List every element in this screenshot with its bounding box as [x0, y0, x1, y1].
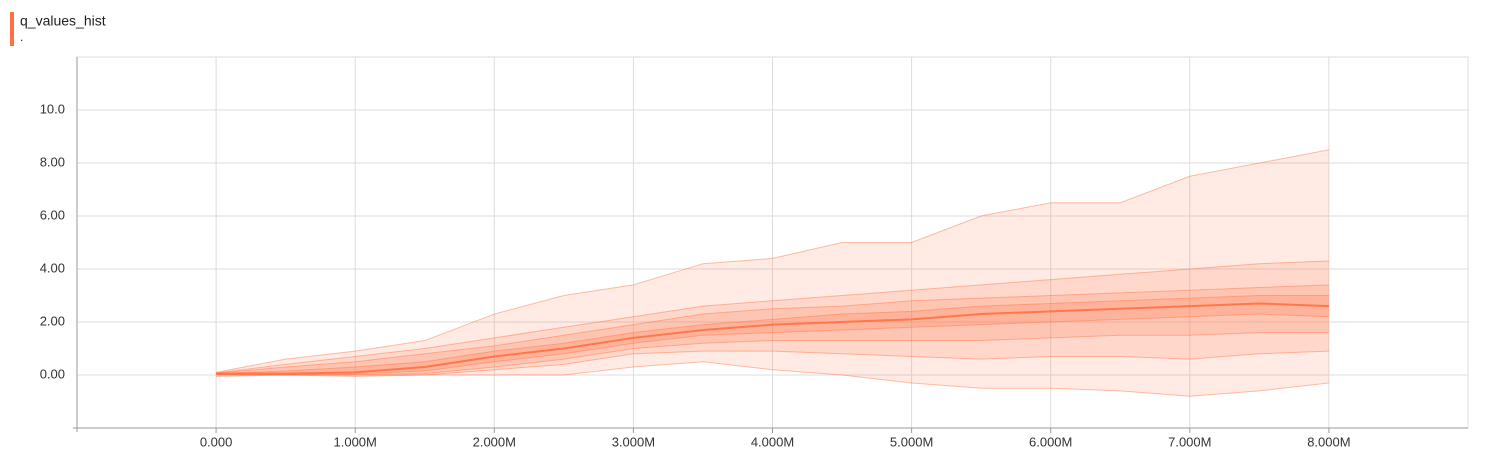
percentile-line — [216, 313, 1329, 375]
y-tick-label: 0.00 — [40, 366, 65, 381]
x-tick-label: 7.000M — [1168, 434, 1211, 449]
chart-subtitle: . — [20, 30, 23, 44]
band-fill — [216, 314, 1329, 375]
y-tick-label: 10.0 — [40, 101, 65, 116]
band-fill — [216, 295, 1329, 374]
band-fill — [216, 149, 1329, 373]
percentile-line — [216, 260, 1329, 374]
x-tick-label: 5.000M — [890, 434, 933, 449]
band-fill — [216, 351, 1329, 397]
chart-title: q_values_hist — [20, 13, 106, 29]
percentile-line — [216, 149, 1329, 373]
x-tick-label: 3.000M — [612, 434, 655, 449]
x-tick-label: 2.000M — [473, 434, 516, 449]
x-tick-label: 0.000 — [200, 434, 233, 449]
x-tick-label: 8.000M — [1307, 434, 1350, 449]
y-tick-label: 2.00 — [40, 313, 65, 328]
band-fill — [216, 261, 1329, 374]
percentile-line — [216, 332, 1329, 376]
x-tick-label: 6.000M — [1029, 434, 1072, 449]
y-tick-label: 8.00 — [40, 154, 65, 169]
y-tick-label: 4.00 — [40, 260, 65, 275]
percentile-line — [216, 295, 1329, 374]
percentile-line — [216, 284, 1329, 374]
percentile-line — [216, 350, 1329, 376]
percentile-line — [216, 302, 1329, 375]
x-tick-label: 4.000M — [751, 434, 794, 449]
run-color-bar — [10, 12, 14, 46]
x-tick-label: 1.000M — [334, 434, 377, 449]
band-fill — [216, 332, 1329, 375]
band-fill — [216, 284, 1329, 374]
y-tick-label: 6.00 — [40, 207, 65, 222]
percentile-line — [216, 361, 1329, 397]
